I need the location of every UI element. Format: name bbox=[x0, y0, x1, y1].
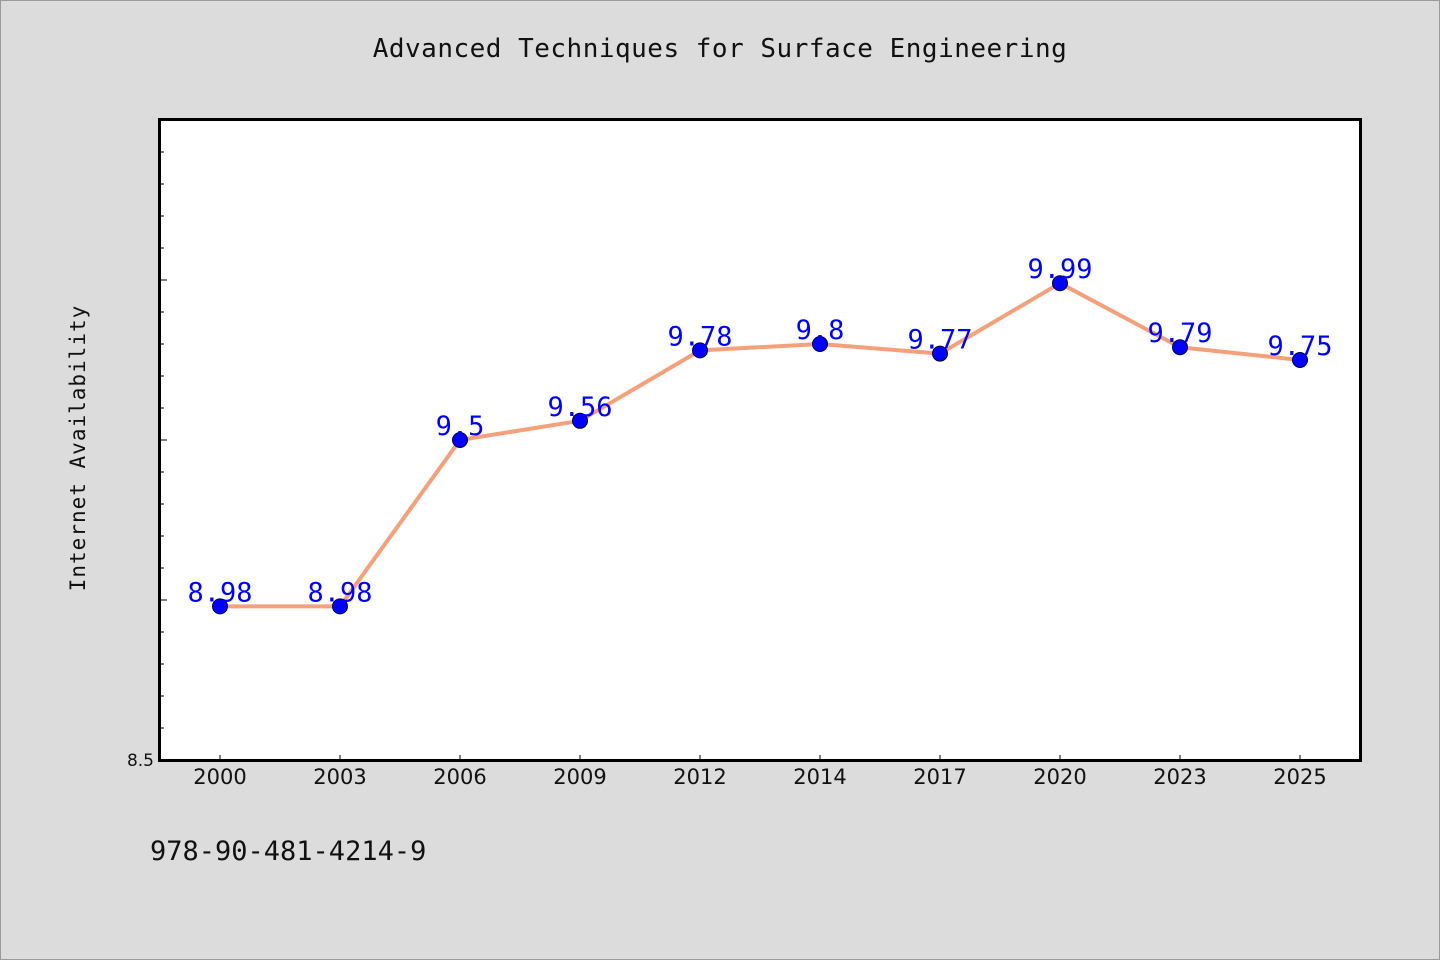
data-label: 9.75 bbox=[1267, 331, 1332, 362]
data-label: 9.5 bbox=[436, 411, 485, 442]
x-tick-label: 2025 bbox=[1273, 765, 1326, 789]
data-label: 9.77 bbox=[907, 325, 972, 356]
data-point bbox=[692, 342, 708, 359]
data-point bbox=[572, 412, 588, 429]
isbn-text: 978-90-481-4214-9 bbox=[150, 836, 427, 867]
data-label: 9.78 bbox=[667, 321, 732, 352]
data-point bbox=[812, 336, 828, 352]
x-tick-label: 2017 bbox=[913, 765, 966, 789]
x-tick-label: 2000 bbox=[193, 765, 246, 789]
series-line bbox=[218, 281, 1302, 609]
data-label: 9.79 bbox=[1147, 318, 1212, 349]
data-point bbox=[1172, 339, 1188, 356]
data-label: 8.98 bbox=[187, 577, 252, 608]
data-point bbox=[1052, 275, 1068, 292]
data-label: 8.98 bbox=[307, 577, 372, 608]
x-tick-label: 2003 bbox=[313, 765, 366, 789]
data-label: 9.99 bbox=[1027, 254, 1092, 285]
x-axis-ticks: 2000 2003 2006 2009 2012 2014 2017 2020 2023 2025 bbox=[193, 755, 1327, 789]
data-label: 9.8 bbox=[796, 315, 845, 346]
y-axis-ticks: 8.5 bbox=[127, 151, 167, 771]
data-point bbox=[212, 598, 228, 615]
x-tick-label: 2006 bbox=[433, 765, 486, 789]
x-tick-label: 2020 bbox=[1033, 765, 1086, 789]
data-label: 9.56 bbox=[547, 392, 612, 423]
series-layer: 8.98 8.98 9.5 9.56 9.78 9.8 9.77 9.99 9.79 9.75 bbox=[187, 254, 1333, 615]
x-tick-label: 2009 bbox=[553, 765, 606, 789]
x-tick-label: 2014 bbox=[793, 765, 846, 789]
data-point bbox=[452, 432, 468, 448]
data-point bbox=[932, 345, 948, 362]
x-tick-label: 2012 bbox=[673, 765, 726, 789]
x-tick-label: 2023 bbox=[1153, 765, 1206, 789]
y-tick-label: 8.5 bbox=[127, 751, 154, 771]
data-point bbox=[332, 598, 348, 615]
plot-area bbox=[158, 118, 1362, 762]
chart-title: Advanced Techniques for Surface Engineer… bbox=[372, 34, 1068, 64]
data-point bbox=[1292, 352, 1308, 368]
